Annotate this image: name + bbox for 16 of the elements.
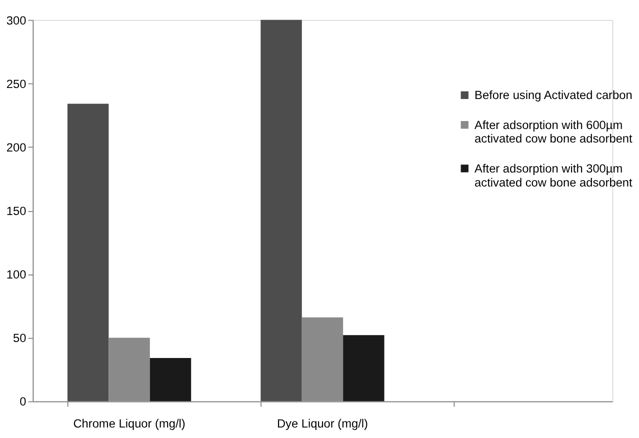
y-tick-label: 0 (20, 394, 27, 409)
bar (67, 104, 109, 402)
y-tick-label: 200 (6, 140, 27, 154)
legend-label: After adsorption with 300µm activated cow bone adsorbent (474, 161, 634, 190)
x-tick-label: Dye Liquor (mg/l) (276, 416, 368, 431)
y-tick-label: 100 (6, 268, 27, 282)
y-tick-label: 250 (6, 76, 27, 91)
legend-label: Before using Activated carbon (474, 88, 632, 102)
bar (150, 358, 192, 402)
y-tick-label: 50 (13, 331, 27, 346)
x-tick-label: Chrome Liquor (mg/l) (73, 416, 186, 431)
y-tick-label: 150 (6, 204, 27, 218)
bar (343, 335, 384, 402)
y-tick-label: 300 (6, 13, 27, 28)
legend-label: After adsorption with 600µm activated cow bone adsorbent (474, 118, 634, 146)
bar (260, 20, 302, 402)
